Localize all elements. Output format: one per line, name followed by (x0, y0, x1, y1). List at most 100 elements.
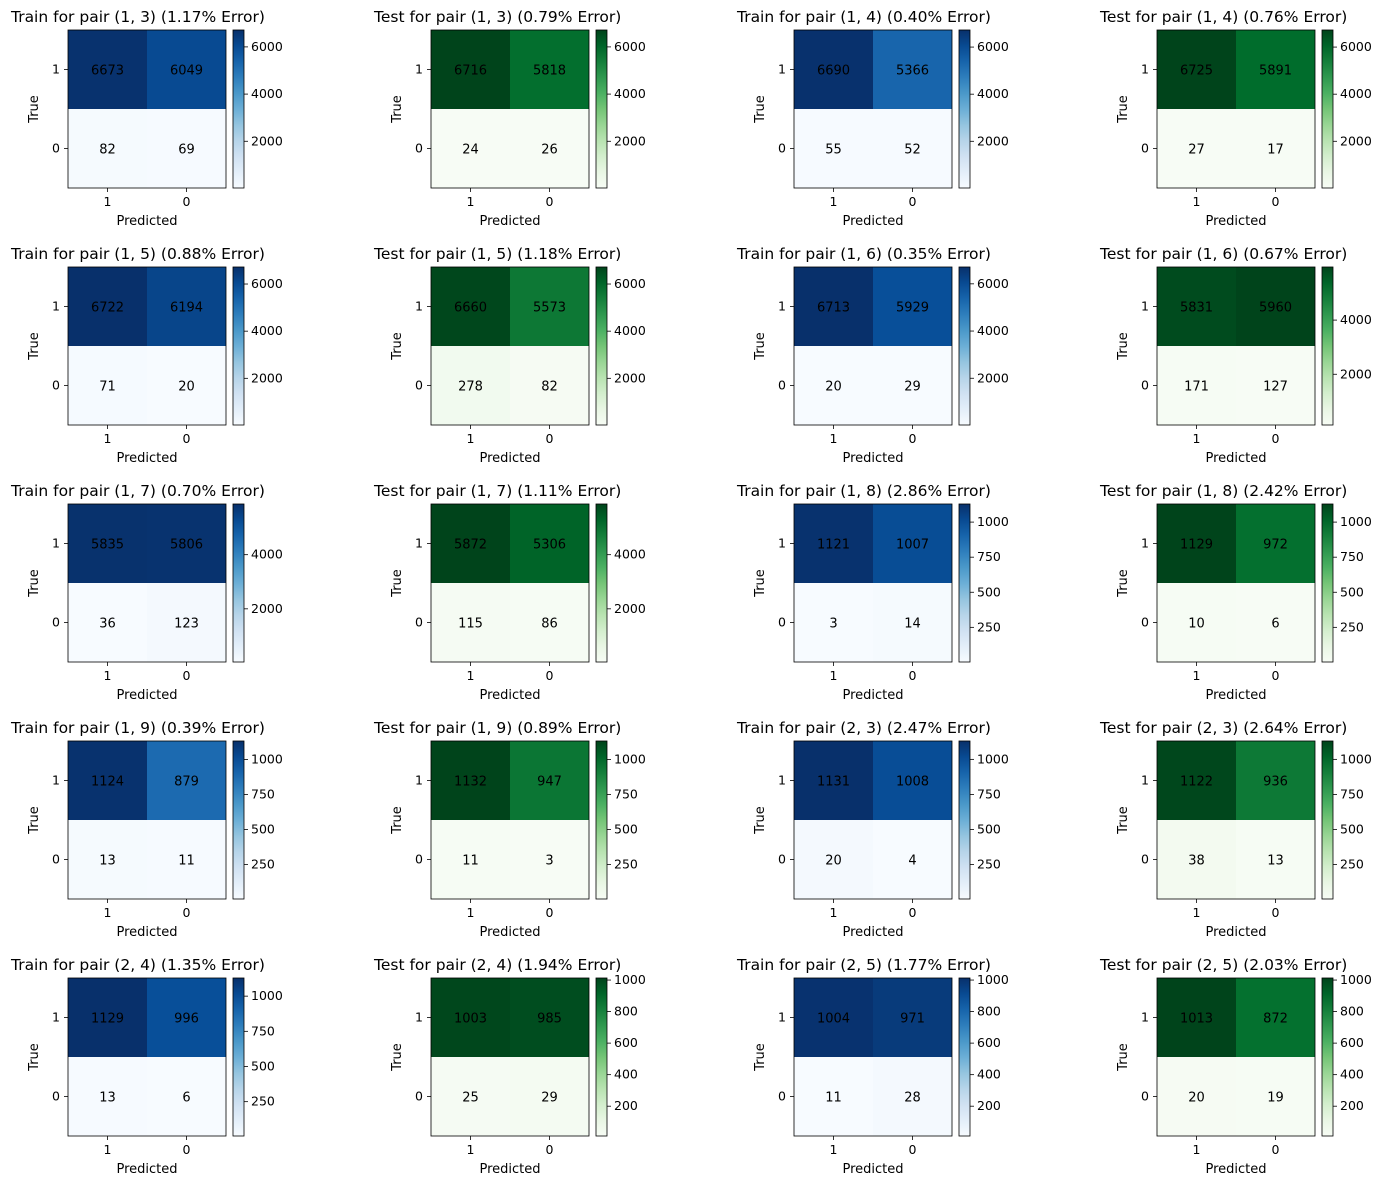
heatmap-cell (68, 978, 147, 1057)
colorbar-tick-label: 800 (1340, 1004, 1364, 1019)
y-axis-label: True (1116, 806, 1131, 835)
heatmap-cell (510, 267, 589, 346)
cell-value-label: 4 (908, 854, 916, 869)
y-axis-label: True (753, 1043, 768, 1072)
colorbar-tick-label: 4000 (614, 547, 646, 562)
x-axis-label: Predicted (1205, 451, 1266, 466)
colorbar-tick-label: 6000 (1340, 39, 1372, 54)
cell-value-label: 86 (541, 617, 558, 632)
y-tick-label: 0 (52, 378, 60, 393)
heatmap-cell (510, 820, 589, 899)
heatmap-cell (1157, 504, 1236, 583)
colorbar (1321, 29, 1334, 189)
cell-value-label: 5929 (896, 301, 929, 316)
y-tick-label: 0 (415, 615, 423, 630)
cell-value-label: 5806 (170, 538, 203, 553)
y-tick-label: 1 (415, 773, 423, 788)
y-axis-label: True (753, 569, 768, 598)
heatmap-cell (68, 267, 147, 346)
y-tick-label: 1 (415, 62, 423, 77)
cell-value-label: 879 (174, 775, 199, 790)
y-tick-label: 1 (52, 62, 60, 77)
x-tick-label: 0 (909, 668, 917, 683)
panel-title: Test for pair (2, 3) (2.64% Error) (1099, 719, 1347, 737)
y-tick-label: 0 (778, 615, 786, 630)
cell-value-label: 5960 (1259, 301, 1292, 316)
heatmap-cell (1236, 504, 1315, 583)
heatmap-cell (1236, 1057, 1315, 1136)
heatmap-cell (147, 346, 226, 425)
colorbar-tick-label: 750 (1340, 549, 1364, 564)
cell-value-label: 13 (1267, 854, 1284, 869)
heatmap-cell (68, 504, 147, 583)
heatmap-cell (68, 109, 147, 188)
cell-value-label: 1007 (896, 538, 929, 553)
cell-value-label: 14 (904, 617, 921, 632)
confusion-matrix-panel: Test for pair (2, 3) (2.64% Error) 1122 93… (1099, 719, 1372, 940)
y-axis-label: True (1116, 332, 1131, 361)
colorbar-tick-label: 400 (1340, 1067, 1364, 1082)
panel-title: Train for pair (1, 3) (1.17% Error) (10, 8, 265, 26)
cell-value-label: 6716 (454, 64, 487, 79)
y-tick-label: 0 (415, 141, 423, 156)
cell-value-label: 11 (462, 854, 479, 869)
cell-value-label: 52 (904, 143, 921, 158)
colorbar-tick-label: 600 (1340, 1035, 1364, 1050)
heatmap-cell (1236, 741, 1315, 820)
y-axis-label: True (27, 806, 42, 835)
cell-value-label: 19 (1267, 1091, 1284, 1106)
x-tick-label: 0 (909, 431, 917, 446)
x-tick-label: 0 (909, 1142, 917, 1157)
y-tick-label: 0 (778, 852, 786, 867)
cell-value-label: 6049 (170, 64, 203, 79)
x-axis-label: Predicted (479, 214, 540, 229)
cell-value-label: 20 (178, 380, 195, 395)
cell-value-label: 115 (458, 617, 483, 632)
plot-frame (1156, 503, 1316, 663)
colorbar-tick-label: 1000 (614, 751, 646, 766)
colorbar (958, 503, 971, 663)
x-tick-label: 0 (909, 905, 917, 920)
panel-title: Train for pair (1, 4) (0.40% Error) (736, 8, 991, 26)
y-axis-label: True (1116, 95, 1131, 124)
x-tick-label: 1 (104, 194, 112, 209)
cell-value-label: 127 (1263, 380, 1288, 395)
confusion-matrix-panel: Train for pair (1, 4) (0.40% Error) 6690 5… (736, 8, 1009, 229)
heatmap-cell (431, 820, 510, 899)
x-axis-label: Predicted (1205, 1162, 1266, 1177)
cell-value-label: 20 (1188, 1091, 1205, 1106)
cell-value-label: 1121 (817, 538, 850, 553)
colorbar-tick-label: 2000 (251, 133, 283, 148)
plot-frame (67, 503, 227, 663)
y-tick-label: 1 (52, 536, 60, 551)
colorbar (958, 29, 971, 189)
heatmap-cell (510, 109, 589, 188)
cell-value-label: 82 (541, 380, 558, 395)
panel-title: Test for pair (2, 5) (2.03% Error) (1099, 956, 1347, 974)
x-axis-label: Predicted (842, 214, 903, 229)
y-tick-label: 1 (415, 1010, 423, 1025)
y-tick-label: 0 (778, 378, 786, 393)
x-axis-label: Predicted (1205, 688, 1266, 703)
x-tick-label: 0 (1272, 905, 1280, 920)
cell-value-label: 6 (182, 1091, 190, 1106)
plot-frame (793, 503, 953, 663)
cell-value-label: 10 (1188, 617, 1205, 632)
heatmap-cell (873, 978, 952, 1057)
cell-value-label: 5891 (1259, 64, 1292, 79)
x-axis-label: Predicted (479, 1162, 540, 1177)
colorbar (595, 503, 608, 663)
y-axis-label: True (27, 332, 42, 361)
x-axis-label: Predicted (116, 451, 177, 466)
panel-title: Train for pair (1, 9) (0.39% Error) (10, 719, 265, 737)
heatmap-cell (147, 109, 226, 188)
cell-value-label: 985 (537, 1012, 562, 1027)
cell-value-label: 20 (825, 380, 842, 395)
heatmap-cell (873, 1057, 952, 1136)
y-axis-label: True (390, 332, 405, 361)
cell-value-label: 6673 (91, 64, 124, 79)
colorbar-tick-label: 250 (1340, 619, 1364, 634)
heatmap-cell (68, 741, 147, 820)
cell-value-label: 936 (1263, 775, 1288, 790)
colorbar-tick-label: 6000 (977, 39, 1009, 54)
